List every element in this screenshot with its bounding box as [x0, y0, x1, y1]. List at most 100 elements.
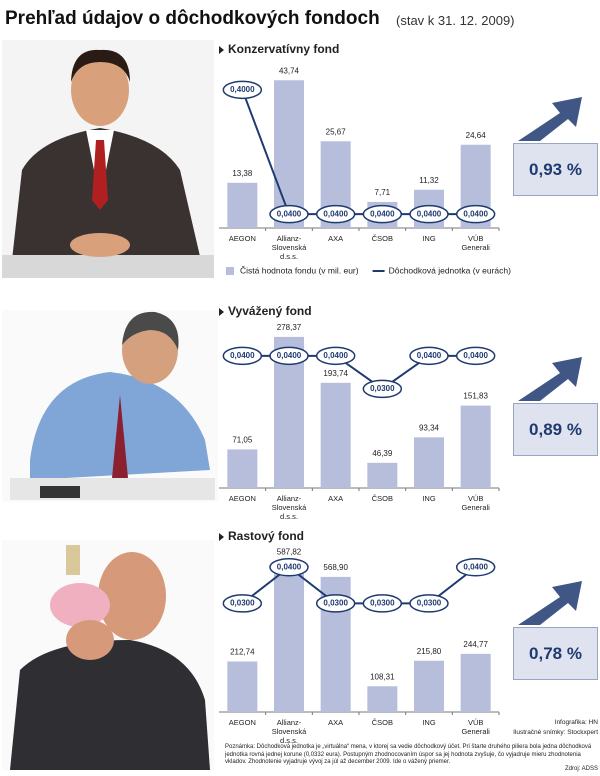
line-point — [222, 346, 263, 366]
page-subtitle: (stav k 31. 12. 2009) — [396, 13, 515, 28]
title-marker — [219, 533, 224, 541]
x-tick-label: ING — [422, 234, 436, 243]
arrow — [518, 357, 582, 401]
line-label: 0,0400 — [463, 209, 488, 218]
line-point — [362, 379, 403, 399]
title-marker — [219, 308, 224, 316]
line-point — [362, 594, 403, 613]
bar — [414, 660, 444, 712]
photo-3 — [2, 540, 214, 770]
line-point — [269, 204, 309, 224]
value-label: 587,82 — [277, 547, 302, 556]
x-tick-label: AXA — [328, 718, 344, 727]
x-tick-label: ČSOB — [371, 718, 393, 727]
x-tick-label: Allianz- Slovenská d.s.s. — [271, 234, 307, 261]
photo-1 — [2, 40, 214, 278]
line-point — [455, 557, 496, 577]
x-tick-label: AXA — [328, 234, 344, 243]
title-marker — [219, 46, 224, 54]
line-label: 0,0300 — [323, 599, 348, 608]
value-label: 24,64 — [466, 131, 487, 140]
line-label: 0,0400 — [277, 209, 302, 218]
line-point — [315, 204, 356, 224]
value-label: 193,74 — [323, 369, 348, 378]
legend-label: Dôchodková jednotka (v eurách) — [389, 265, 512, 275]
bar — [460, 405, 491, 488]
line-label: 0,0400 — [370, 209, 395, 218]
bar — [460, 653, 491, 712]
bar — [274, 572, 304, 712]
value-label: 568,90 — [323, 563, 348, 572]
legend-swatch — [226, 267, 234, 275]
credit: Infografika: HN — [554, 719, 598, 726]
line-label: 0,0400 — [277, 351, 302, 360]
line-point — [409, 204, 449, 224]
page-title: Prehľad údajov o dôchodkových fondoch — [5, 8, 380, 29]
bar — [227, 661, 258, 712]
line-point — [315, 594, 356, 613]
x-tick-label: AEGON — [228, 718, 256, 727]
value-label: 151,83 — [463, 392, 488, 401]
source: Zdroj: ADSS — [564, 766, 598, 772]
line-label: 0,0400 — [230, 351, 255, 360]
highlight: 0,78 % — [513, 627, 598, 680]
highlight: 0,93 % — [513, 143, 598, 196]
credit: Ilustračné snímky: Stockxpert — [513, 729, 598, 736]
line-label: 0,0300 — [417, 599, 442, 608]
line-label: 0,0400 — [463, 351, 488, 360]
line-point — [455, 346, 496, 366]
x-tick-label: VÚB Generali — [461, 494, 490, 512]
arrow — [518, 97, 582, 141]
x-tick-label: AEGON — [228, 234, 256, 243]
value-label: 13,38 — [232, 169, 253, 178]
line-point — [315, 346, 356, 366]
chart-title: Konzervatívny fond — [228, 42, 339, 56]
chart-title: Rastový fond — [228, 529, 304, 543]
arrow — [518, 581, 582, 625]
value-label: 71,05 — [232, 436, 253, 445]
value-label: 93,34 — [419, 423, 440, 432]
value-label: 11,32 — [419, 176, 439, 185]
bar — [414, 437, 444, 488]
x-tick-label: ČSOB — [371, 234, 393, 243]
line-label: 0,0400 — [417, 209, 442, 218]
line-point — [222, 594, 263, 613]
bar — [227, 449, 258, 488]
line-point — [222, 80, 263, 100]
line-point — [362, 204, 403, 224]
line-point — [455, 204, 496, 224]
line-point — [269, 346, 309, 366]
x-tick-label: AEGON — [228, 494, 256, 503]
x-tick-label: Allianz- Slovenská d.s.s. — [271, 718, 307, 745]
bar — [320, 382, 351, 488]
line-point — [269, 557, 309, 577]
line-point — [409, 594, 449, 613]
value-label: 25,67 — [326, 127, 347, 136]
bar — [274, 80, 304, 228]
line-label: 0,4000 — [230, 85, 255, 94]
value-label: 212,74 — [230, 648, 255, 657]
note: Poznámka: Dôchodková jednotka je „virtuá… — [225, 744, 592, 765]
line-label: 0,0400 — [323, 209, 348, 218]
line-label: 0,0300 — [230, 599, 255, 608]
legend-label: Čistá hodnota fondu (v mil. eur) — [240, 265, 359, 275]
value-label: 108,31 — [370, 672, 395, 681]
line-label: 0,0400 — [277, 562, 302, 571]
chart-title: Vyvážený fond — [228, 304, 312, 318]
bar — [367, 686, 398, 712]
line-label: 0,0300 — [370, 599, 395, 608]
line-label: 0,0400 — [417, 351, 442, 360]
highlight: 0,89 % — [513, 403, 598, 456]
x-tick-label: ING — [422, 494, 436, 503]
value-label: 244,77 — [463, 640, 488, 649]
value-label: 278,37 — [277, 323, 302, 332]
line-label: 0,0400 — [323, 351, 348, 360]
line-label: 0,0300 — [370, 384, 395, 393]
x-tick-label: ING — [422, 718, 436, 727]
line-label: 0,0400 — [463, 562, 488, 571]
value-label: 215,80 — [417, 647, 442, 656]
bar — [227, 182, 258, 228]
value-label: 46,39 — [372, 449, 393, 458]
value-label: 43,74 — [279, 66, 300, 75]
